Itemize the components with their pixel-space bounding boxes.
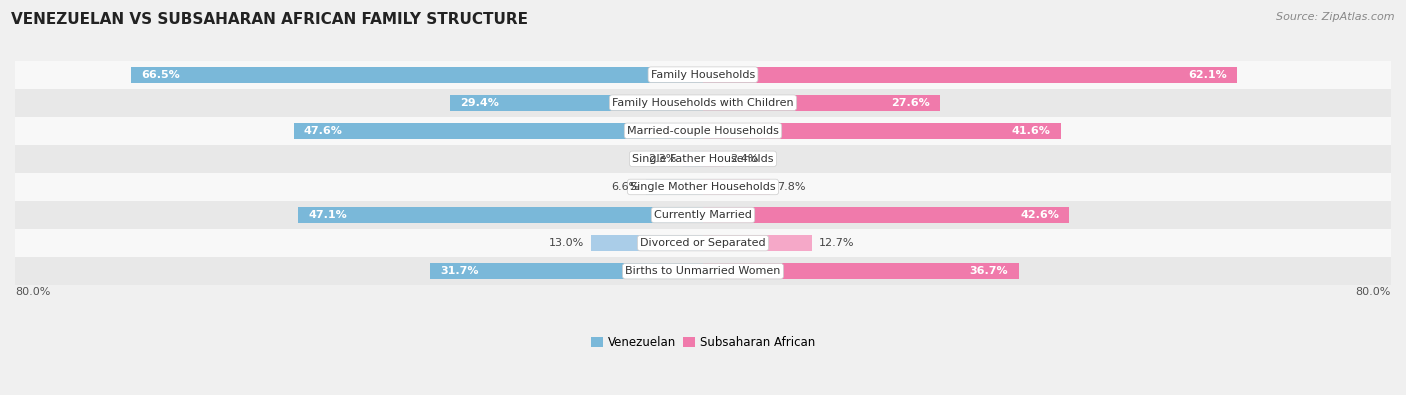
Text: 41.6%: 41.6% (1011, 126, 1050, 136)
Text: Divorced or Separated: Divorced or Separated (640, 238, 766, 248)
Text: Single Father Households: Single Father Households (633, 154, 773, 164)
Bar (15, 257, 1391, 285)
Bar (703, 235, 813, 251)
Bar (430, 263, 703, 279)
Bar (294, 123, 703, 139)
Text: Currently Married: Currently Married (654, 210, 752, 220)
Text: 47.1%: 47.1% (308, 210, 347, 220)
Bar (703, 123, 1060, 139)
Text: Births to Unmarried Women: Births to Unmarried Women (626, 266, 780, 276)
Text: 6.6%: 6.6% (612, 182, 640, 192)
Text: 47.6%: 47.6% (304, 126, 343, 136)
Text: 80.0%: 80.0% (15, 287, 51, 297)
Bar (15, 201, 1391, 229)
Text: 27.6%: 27.6% (891, 98, 929, 108)
Text: 80.0%: 80.0% (1355, 287, 1391, 297)
Bar (683, 151, 703, 167)
Bar (15, 117, 1391, 145)
Bar (703, 94, 941, 111)
Text: 42.6%: 42.6% (1021, 210, 1059, 220)
Bar (703, 207, 1070, 223)
Text: Family Households: Family Households (651, 70, 755, 80)
Text: 2.4%: 2.4% (731, 154, 759, 164)
Bar (298, 207, 703, 223)
Text: Married-couple Households: Married-couple Households (627, 126, 779, 136)
Bar (15, 229, 1391, 257)
Text: 7.8%: 7.8% (778, 182, 806, 192)
Text: 13.0%: 13.0% (550, 238, 585, 248)
Bar (15, 173, 1391, 201)
Bar (703, 263, 1018, 279)
Legend: Venezuelan, Subsaharan African: Venezuelan, Subsaharan African (591, 336, 815, 349)
Text: VENEZUELAN VS SUBSAHARAN AFRICAN FAMILY STRUCTURE: VENEZUELAN VS SUBSAHARAN AFRICAN FAMILY … (11, 12, 529, 27)
Bar (703, 151, 724, 167)
Text: Single Mother Households: Single Mother Households (630, 182, 776, 192)
Text: 62.1%: 62.1% (1188, 70, 1227, 80)
Text: Source: ZipAtlas.com: Source: ZipAtlas.com (1277, 12, 1395, 22)
Text: 12.7%: 12.7% (820, 238, 855, 248)
Bar (15, 61, 1391, 89)
Bar (15, 145, 1391, 173)
Bar (15, 89, 1391, 117)
Bar (703, 179, 770, 195)
Text: Family Households with Children: Family Households with Children (612, 98, 794, 108)
Bar (450, 94, 703, 111)
Bar (131, 66, 703, 83)
Bar (647, 179, 703, 195)
Text: 29.4%: 29.4% (461, 98, 499, 108)
Text: 66.5%: 66.5% (142, 70, 180, 80)
Bar (591, 235, 703, 251)
Text: 31.7%: 31.7% (440, 266, 479, 276)
Text: 2.3%: 2.3% (648, 154, 676, 164)
Bar (703, 66, 1237, 83)
Text: 36.7%: 36.7% (970, 266, 1008, 276)
